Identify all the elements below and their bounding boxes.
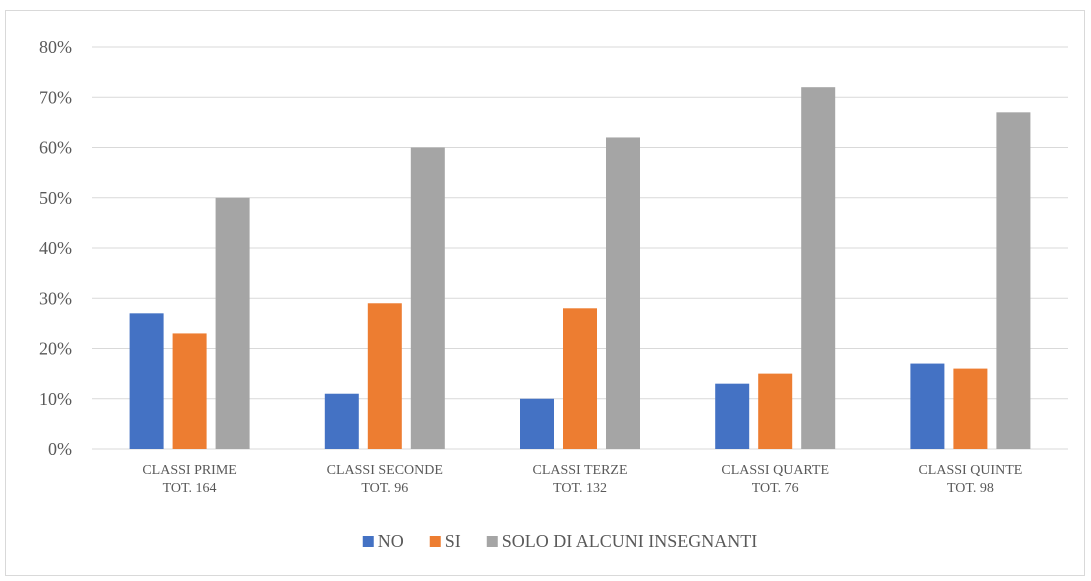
x-tick-label: CLASSI QUARTE (721, 463, 829, 478)
bar (563, 308, 597, 449)
bars (129, 87, 1031, 449)
legend-swatch (486, 536, 498, 547)
legend-label: SOLO DI ALCUNI INSEGNANTI (502, 531, 757, 551)
bar (910, 363, 945, 449)
y-tick-label: 20% (39, 339, 72, 359)
legend-swatch (362, 536, 374, 547)
y-tick-label: 40% (39, 238, 72, 258)
x-tick-label: TOT. 132 (553, 481, 607, 496)
y-tick-label: 10% (39, 389, 72, 409)
bar (520, 398, 554, 449)
x-tick-label: CLASSI TERZE (532, 463, 627, 478)
bar (410, 147, 445, 449)
legend-label: NO (378, 531, 404, 551)
bar (606, 137, 640, 449)
y-tick-label: 80% (39, 37, 72, 57)
bar (801, 87, 836, 449)
x-axis-labels: CLASSI PRIME TOT. 164 CLASSI SECONDE TOT. 9… (142, 463, 1022, 496)
x-tick-label: CLASSI SECONDE (327, 463, 443, 478)
x-tick-label: TOT. 98 (947, 481, 994, 496)
bar (172, 333, 207, 449)
y-tick-label: 60% (39, 138, 72, 158)
legend-swatch (429, 536, 441, 547)
bar (324, 393, 359, 449)
gridlines (92, 46, 1068, 450)
legend: NO SI SOLO DI ALCUNI INSEGNANTI (362, 531, 757, 551)
x-tick-label: TOT. 76 (752, 481, 799, 496)
x-tick-label: TOT. 96 (361, 481, 408, 496)
chart-frame (5, 10, 1085, 576)
bar (715, 383, 750, 449)
bar (215, 197, 250, 449)
bar (953, 368, 988, 449)
x-tick-label: CLASSI QUINTE (918, 463, 1022, 478)
bar (758, 373, 793, 449)
bar (367, 303, 402, 449)
legend-label: SI (445, 531, 461, 551)
y-tick-label: 70% (39, 87, 72, 107)
y-axis-ticks: 0% 10% 20% 30% 40% 50% 60% 70% 80% (39, 37, 72, 459)
bar (996, 112, 1031, 449)
bar (129, 313, 164, 449)
y-tick-label: 50% (39, 188, 72, 208)
y-tick-label: 0% (48, 439, 72, 459)
x-tick-label: TOT. 164 (163, 481, 217, 496)
y-tick-label: 30% (39, 288, 72, 308)
x-tick-label: CLASSI PRIME (142, 463, 237, 478)
